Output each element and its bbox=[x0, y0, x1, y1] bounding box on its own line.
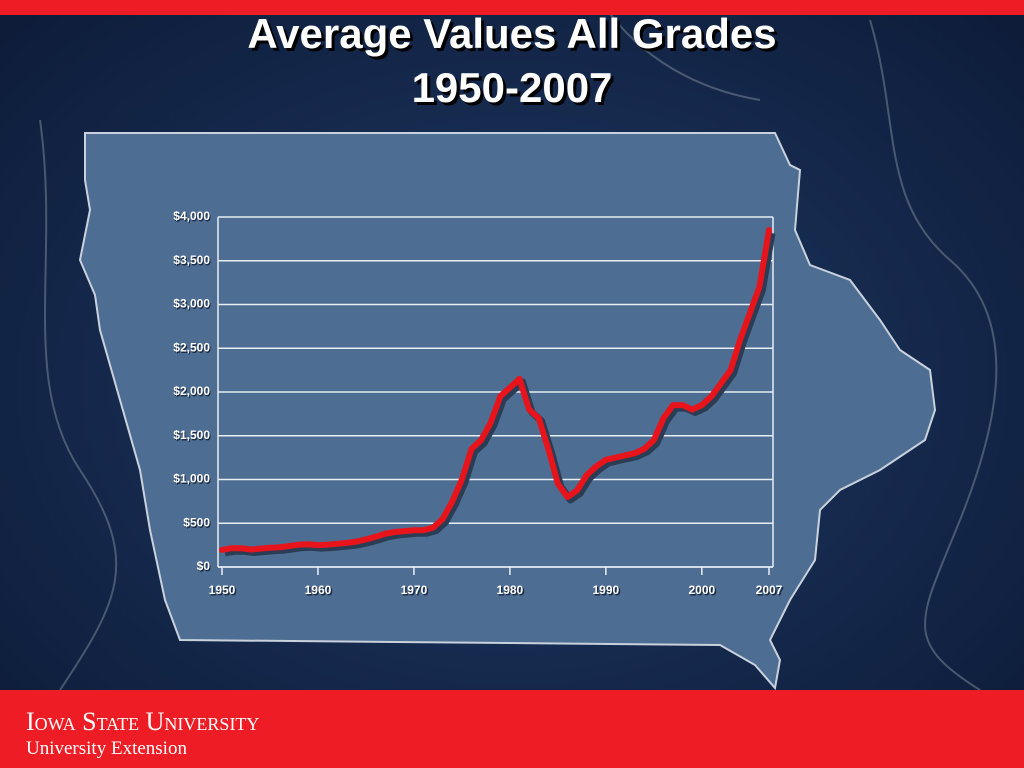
y-tick-label: $2,000 bbox=[173, 384, 210, 398]
x-tick-label: 2007 bbox=[756, 583, 783, 597]
y-tick-label: $0 bbox=[197, 559, 211, 573]
x-tick-label-shadow: 1950 bbox=[210, 585, 237, 599]
x-tick-label-shadow: 1980 bbox=[498, 585, 525, 599]
y-tick-label-shadow: $0 bbox=[198, 561, 212, 575]
y-tick-label: $4,000 bbox=[173, 209, 210, 223]
y-tick-label: $3,000 bbox=[173, 297, 210, 311]
x-tick-label-shadow: 1970 bbox=[402, 585, 429, 599]
x-tick-label: 2000 bbox=[688, 583, 715, 597]
y-tick-label: $1,500 bbox=[173, 428, 210, 442]
x-tick-label-shadow: 1990 bbox=[594, 585, 621, 599]
y-tick-label: $2,500 bbox=[173, 340, 210, 354]
extension-name: University Extension bbox=[26, 738, 187, 759]
subtitle-shadow: 1950-2007 bbox=[415, 67, 616, 114]
y-tick-label-shadow: $1,000 bbox=[174, 473, 211, 487]
y-tick-label-shadow: $2,000 bbox=[174, 386, 211, 400]
y-tick-label-shadow: $500 bbox=[184, 517, 211, 531]
y-tick-label-shadow: $4,000 bbox=[174, 211, 211, 225]
title-shadow: Average Values All Grades bbox=[250, 13, 779, 60]
x-tick-label-shadow: 1960 bbox=[306, 585, 333, 599]
x-tick-label: 1980 bbox=[497, 583, 524, 597]
y-tick-label-shadow: $3,000 bbox=[174, 298, 211, 312]
y-tick-label: $3,500 bbox=[173, 253, 210, 267]
chart-title: Average Values All Grades bbox=[247, 10, 776, 57]
chart-subtitle: 1950-2007 bbox=[412, 64, 613, 111]
x-tick-label: 1960 bbox=[305, 583, 332, 597]
y-tick-label: $500 bbox=[183, 515, 210, 529]
x-tick-label-shadow: 2007 bbox=[757, 585, 784, 599]
y-tick-label: $1,000 bbox=[173, 472, 210, 486]
plot: $0$0$500$500$1,000$1,000$1,500$1,500$2,0… bbox=[173, 209, 784, 599]
y-tick-label-shadow: $2,500 bbox=[174, 342, 211, 356]
top-bar bbox=[0, 0, 1024, 15]
footer-bar bbox=[0, 690, 1024, 768]
university-name: Iowa State University bbox=[26, 707, 259, 736]
x-tick-label: 1970 bbox=[401, 583, 428, 597]
line bbox=[219, 227, 772, 553]
map-texture bbox=[39, 0, 998, 691]
y-tick-label-shadow: $3,500 bbox=[174, 254, 211, 268]
x-tick-label: 1990 bbox=[593, 583, 620, 597]
x-tick-label-shadow: 2000 bbox=[690, 585, 717, 599]
y-tick-label-shadow: $1,500 bbox=[174, 429, 211, 443]
x-tick-label: 1950 bbox=[209, 583, 236, 597]
